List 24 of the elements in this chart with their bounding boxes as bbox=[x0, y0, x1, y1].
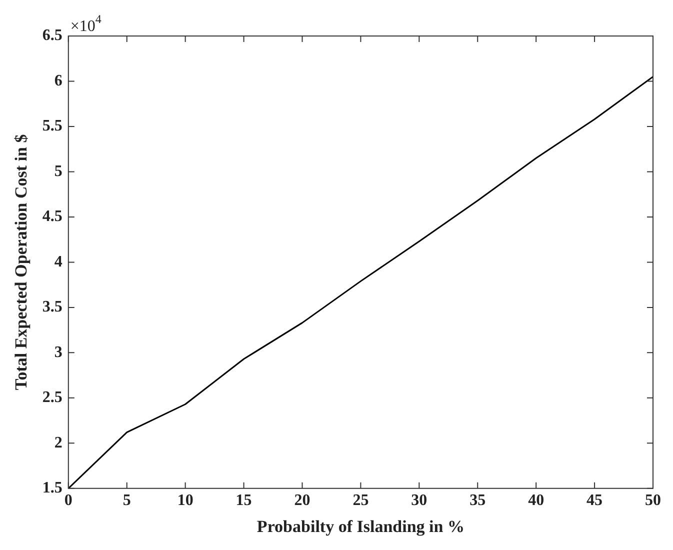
y-tick-label: 2 bbox=[54, 434, 62, 452]
x-tick-label: 35 bbox=[470, 492, 486, 510]
y-axis-title: Total Expected Operation Cost in $ bbox=[12, 134, 31, 390]
y-tick-label: 5 bbox=[54, 162, 62, 180]
x-tick-label: 45 bbox=[586, 492, 603, 510]
y-tick-label: 4 bbox=[54, 253, 62, 270]
x-tick-label: 20 bbox=[294, 492, 310, 510]
y-tick-label: 6 bbox=[54, 72, 62, 90]
x-tick-label: 0 bbox=[64, 492, 72, 510]
x-tick-label: 30 bbox=[411, 492, 428, 510]
y-tick-label: 4.5 bbox=[42, 208, 62, 226]
y-tick-label: 6.5 bbox=[42, 27, 62, 44]
x-axis-title: Probabilty of Islanding in % bbox=[256, 517, 464, 536]
y-tick-label: 3.5 bbox=[42, 298, 62, 316]
x-tick-label: 50 bbox=[645, 492, 661, 510]
y-tick-label: 2.5 bbox=[42, 389, 62, 406]
x-tick-label: 5 bbox=[122, 492, 131, 510]
y-tick-label: 3 bbox=[54, 344, 62, 361]
x-tick-label: 25 bbox=[352, 492, 369, 510]
y-tick-label: 1.5 bbox=[42, 480, 62, 497]
y-tick-label: 5.5 bbox=[42, 118, 62, 135]
x-tick-label: 15 bbox=[236, 492, 252, 510]
x-tick-label: 40 bbox=[528, 492, 544, 510]
x-tick-label: 10 bbox=[177, 492, 194, 510]
